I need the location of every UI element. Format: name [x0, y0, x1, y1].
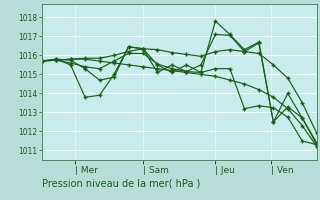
X-axis label: Pression niveau de la mer( hPa ): Pression niveau de la mer( hPa ) [42, 179, 200, 189]
